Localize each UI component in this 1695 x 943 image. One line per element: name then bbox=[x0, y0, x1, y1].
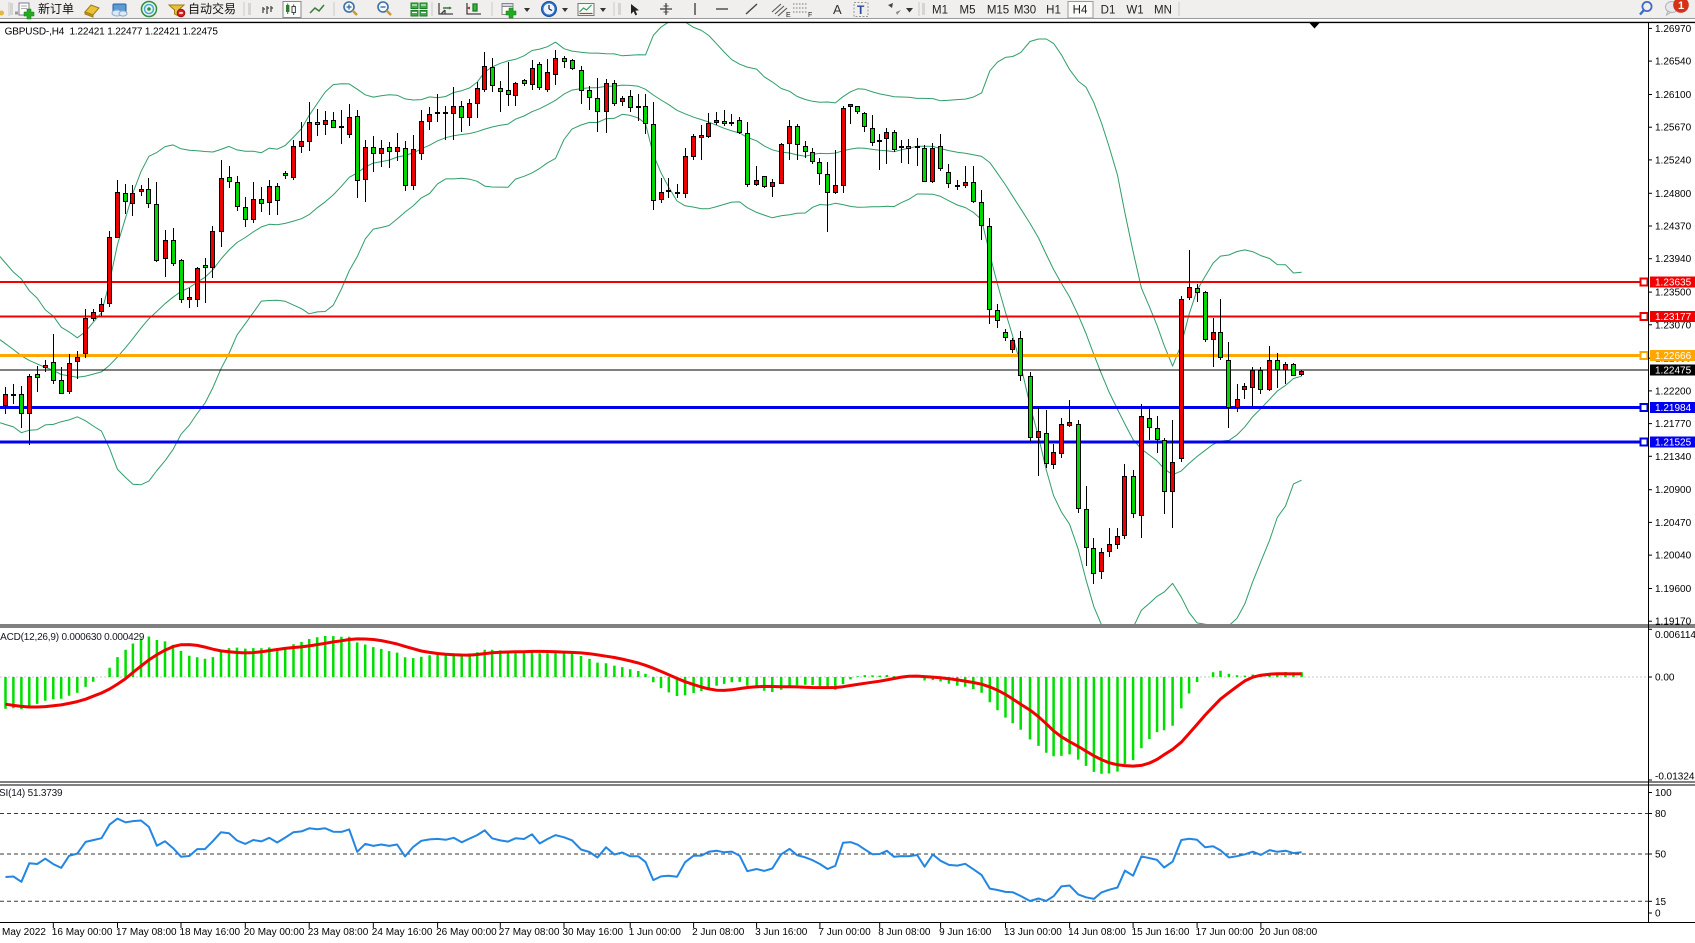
svg-text:1.23177: 1.23177 bbox=[1655, 312, 1692, 323]
svg-text:1.20900: 1.20900 bbox=[1655, 485, 1692, 496]
svg-text:0.00: 0.00 bbox=[1655, 673, 1675, 684]
svg-text:80: 80 bbox=[1655, 809, 1667, 820]
svg-text:1.22666: 1.22666 bbox=[1655, 351, 1692, 362]
svg-text:18 May 16:00: 18 May 16:00 bbox=[180, 927, 241, 938]
svg-text:15 Jun 16:00: 15 Jun 16:00 bbox=[1132, 927, 1190, 938]
svg-text:15: 15 bbox=[1655, 897, 1667, 908]
svg-text:1.24800: 1.24800 bbox=[1655, 189, 1692, 200]
svg-text:MN: MN bbox=[1154, 5, 1172, 17]
svg-text:1.21984: 1.21984 bbox=[1655, 403, 1692, 414]
svg-text:1.26540: 1.26540 bbox=[1655, 57, 1692, 68]
svg-text:3 Jun 16:00: 3 Jun 16:00 bbox=[755, 927, 808, 938]
svg-text:1.22475: 1.22475 bbox=[1655, 366, 1692, 377]
svg-text:20 May 00:00: 20 May 00:00 bbox=[244, 927, 305, 938]
svg-text:1.21525: 1.21525 bbox=[1655, 438, 1692, 449]
svg-text:M5: M5 bbox=[960, 5, 976, 17]
svg-text:1.22200: 1.22200 bbox=[1655, 386, 1692, 397]
svg-text:9 Jun 16:00: 9 Jun 16:00 bbox=[939, 927, 992, 938]
svg-text:1.21770: 1.21770 bbox=[1655, 419, 1692, 430]
svg-text:26 May 00:00: 26 May 00:00 bbox=[436, 927, 497, 938]
svg-text:7 Jun 00:00: 7 Jun 00:00 bbox=[818, 927, 871, 938]
svg-text:24 May 16:00: 24 May 16:00 bbox=[372, 927, 433, 938]
svg-text:1.19600: 1.19600 bbox=[1655, 584, 1692, 595]
svg-text:A: A bbox=[833, 2, 842, 17]
svg-text:50: 50 bbox=[1655, 850, 1667, 861]
svg-text:1.19170: 1.19170 bbox=[1655, 617, 1692, 628]
svg-text:13 Jun 00:00: 13 Jun 00:00 bbox=[1004, 927, 1062, 938]
svg-text:M30: M30 bbox=[1014, 5, 1036, 17]
svg-text:1.26100: 1.26100 bbox=[1655, 90, 1692, 101]
svg-text:RSI(14) 51.3739: RSI(14) 51.3739 bbox=[0, 788, 63, 799]
svg-text:1 Jun 00:00: 1 Jun 00:00 bbox=[629, 927, 682, 938]
svg-text:1.23940: 1.23940 bbox=[1655, 254, 1692, 265]
svg-text:GBPUSD-,H4 1.22421 1.22477 1.: GBPUSD-,H4 1.22421 1.22477 1.22421 1.224… bbox=[5, 27, 219, 38]
svg-text:MACD(12,26,9) 0.000630 0.00042: MACD(12,26,9) 0.000630 0.000429 bbox=[0, 632, 145, 643]
svg-text:F: F bbox=[808, 12, 812, 19]
svg-text:H1: H1 bbox=[1046, 5, 1061, 17]
svg-text:2 Jun 08:00: 2 Jun 08:00 bbox=[692, 927, 745, 938]
svg-text:23 May 08:00: 23 May 08:00 bbox=[308, 927, 369, 938]
svg-text:30 May 16:00: 30 May 16:00 bbox=[563, 927, 624, 938]
svg-text:20 Jun 08:00: 20 Jun 08:00 bbox=[1259, 927, 1317, 938]
svg-text:1.23070: 1.23070 bbox=[1655, 320, 1692, 331]
svg-text:16 May 00:00: 16 May 00:00 bbox=[52, 927, 113, 938]
svg-text:1.26970: 1.26970 bbox=[1655, 24, 1692, 35]
svg-text:1.25240: 1.25240 bbox=[1655, 155, 1692, 166]
svg-text:17 May 08:00: 17 May 08:00 bbox=[116, 927, 177, 938]
svg-text:8 Jun 08:00: 8 Jun 08:00 bbox=[878, 927, 931, 938]
svg-text:17 Jun 00:00: 17 Jun 00:00 bbox=[1196, 927, 1254, 938]
svg-text:H4: H4 bbox=[1073, 5, 1088, 17]
svg-text:1.23635: 1.23635 bbox=[1655, 278, 1692, 289]
svg-text:新订单: 新订单 bbox=[38, 1, 74, 16]
svg-text:1.24370: 1.24370 bbox=[1655, 222, 1692, 233]
svg-text:1.20040: 1.20040 bbox=[1655, 551, 1692, 562]
svg-text:自动交易: 自动交易 bbox=[188, 1, 236, 16]
svg-text:W1: W1 bbox=[1126, 5, 1143, 17]
svg-text:1.25670: 1.25670 bbox=[1655, 123, 1692, 134]
svg-text:T: T bbox=[857, 3, 865, 17]
svg-text:1.23500: 1.23500 bbox=[1655, 288, 1692, 299]
svg-text:D1: D1 bbox=[1101, 5, 1116, 17]
svg-text:May 2022: May 2022 bbox=[2, 927, 46, 938]
svg-text:1.21340: 1.21340 bbox=[1655, 452, 1692, 463]
svg-text:1: 1 bbox=[1678, 0, 1684, 12]
svg-text:1.20470: 1.20470 bbox=[1655, 518, 1692, 529]
svg-text:E: E bbox=[786, 12, 791, 19]
svg-text:0: 0 bbox=[1655, 909, 1661, 920]
svg-text:0.006114: 0.006114 bbox=[1655, 630, 1695, 641]
svg-text:M1: M1 bbox=[932, 5, 948, 17]
svg-text:100: 100 bbox=[1655, 788, 1672, 799]
svg-text:14 Jun 08:00: 14 Jun 08:00 bbox=[1068, 927, 1126, 938]
svg-text:M15: M15 bbox=[987, 5, 1009, 17]
svg-text:27 May 08:00: 27 May 08:00 bbox=[499, 927, 560, 938]
